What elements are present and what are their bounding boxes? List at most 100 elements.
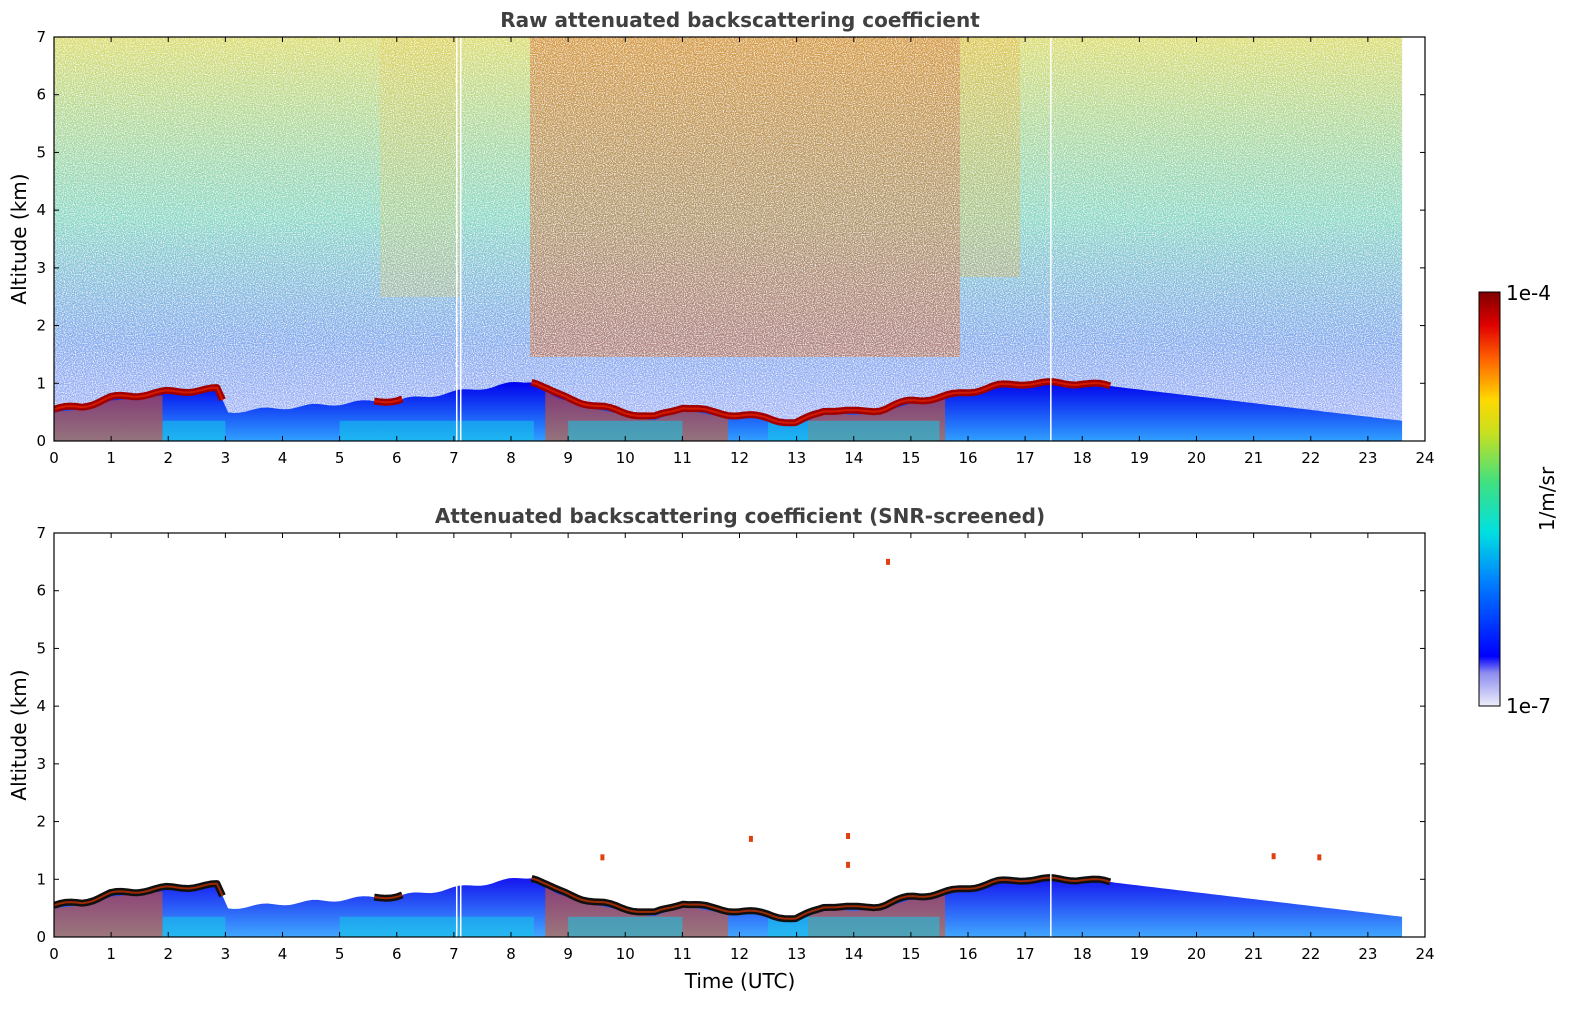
snr-screened-panel: Attenuated backscattering coefficient (S… [7,504,1435,993]
near-surface-layer [568,916,683,937]
x-axis: 0 1 2 3 4 5 6 7 8 9 10 11 12 13 14 15 16 17 18 19 20 21 22 23 24 [49,37,1435,467]
y-tick-label: 4 [36,201,46,219]
plot-area [54,533,1425,937]
x-tick-label: 18 [1073,449,1092,467]
plot-frame [53,532,1426,938]
speckle-texture [54,37,1403,441]
y-tick-label: 3 [36,755,46,773]
x-tick-label: 9 [563,449,573,467]
near-surface-layer [568,420,683,441]
y-axis: 0 1 2 3 4 5 6 7 [36,28,1425,450]
data-gaps [455,533,1425,937]
x-tick-label: 23 [1358,945,1377,963]
x-tick-label: 14 [844,945,863,963]
x-tick-label: 12 [730,449,749,467]
x-tick-label: 7 [449,449,459,467]
y-tick-label: 3 [36,259,46,277]
x-tick-label: 20 [1187,945,1206,963]
y-tick-label: 7 [36,524,46,542]
x-tick-label: 23 [1358,449,1377,467]
x-tick-label: 1 [106,945,116,963]
y-tick-label: 0 [36,432,46,450]
boundary-layer [54,874,1403,937]
colorbar-gradient [1478,291,1501,707]
y-axis-label: Altitude (km) [7,173,31,304]
near-surface-layer [768,916,940,937]
x-tick-label: 6 [392,945,402,963]
colorbar-units-label: 1/m/sr [1535,466,1559,531]
x-tick-label: 3 [221,945,231,963]
near-surface-layer [162,420,226,441]
y-tick-label: 2 [36,317,46,335]
mixed-layer-area [54,877,1403,937]
y-tick-label: 5 [36,639,46,657]
x-tick-label: 22 [1301,945,1320,963]
isolated-echo [886,558,891,565]
colorbar-max-label: 1e-4 [1506,281,1551,305]
layer-top-line-core [54,380,1111,424]
x-tick-label: 6 [392,449,402,467]
x-tick-label: 20 [1187,449,1206,467]
x-tick-label: 21 [1244,945,1263,963]
x-tick-label: 17 [1016,449,1035,467]
isolated-echoes [600,558,1322,868]
x-tick-label: 7 [449,945,459,963]
x-tick-label: 10 [616,945,635,963]
x-tick-label: 8 [506,449,516,467]
x-tick-label: 8 [506,945,516,963]
x-tick-label: 1 [106,449,116,467]
convective-column [54,891,163,937]
boundary-layer [54,378,1403,441]
chart-title: Raw attenuated backscattering coefficien… [500,8,980,32]
x-tick-label: 19 [1130,449,1149,467]
y-tick-label: 1 [36,870,46,888]
y-tick-label: 2 [36,813,46,831]
x-tick-label: 21 [1244,449,1263,467]
x-tick-label: 0 [49,449,59,467]
x-axis: 0 1 2 3 4 5 6 7 8 9 10 11 12 13 14 15 16 17 18 19 20 21 22 23 24 [49,533,1435,963]
x-tick-label: 4 [278,945,288,963]
x-tick-label: 5 [335,449,345,467]
isolated-echo [1271,853,1276,860]
near-surface-layer [162,916,226,937]
colorbar-min-label: 1e-7 [1506,694,1551,718]
layer-top-line-core [54,876,1111,920]
x-tick-label: 13 [787,945,806,963]
y-tick-label: 6 [36,86,46,104]
x-tick-label: 4 [278,449,288,467]
x-tick-label: 11 [673,945,692,963]
chart-title: Attenuated backscattering coefficient (S… [435,504,1045,528]
x-tick-label: 16 [958,945,977,963]
data-gaps [455,37,1425,441]
x-tick-label: 2 [163,449,173,467]
no-data-region [1402,533,1425,937]
isolated-echo [748,835,753,842]
isolated-echo [846,861,851,868]
x-tick-label: 11 [673,449,692,467]
x-tick-label: 18 [1073,945,1092,963]
y-tick-label: 1 [36,374,46,392]
x-tick-label: 9 [563,945,573,963]
x-tick-label: 19 [1130,945,1149,963]
x-tick-label: 24 [1415,449,1434,467]
raw-backscatter-panel: Raw attenuated backscattering coefficien… [7,8,1435,467]
isolated-echo [600,854,605,861]
x-tick-label: 0 [49,945,59,963]
y-tick-label: 5 [36,143,46,161]
colorbar: 1e-4 1e-7 1/m/sr [1478,281,1559,718]
convective-column [54,395,163,441]
x-tick-label: 15 [901,945,920,963]
y-tick-label: 0 [36,928,46,946]
y-axis: 0 1 2 3 4 5 6 7 [36,524,1425,946]
x-axis-label: Time (UTC) [684,969,796,993]
x-tick-label: 12 [730,945,749,963]
y-axis-label: Altitude (km) [7,669,31,800]
x-tick-label: 16 [958,449,977,467]
near-surface-layer [339,916,534,937]
no-data-region [1402,37,1425,441]
y-tick-label: 4 [36,697,46,715]
x-tick-label: 22 [1301,449,1320,467]
near-surface-layer [768,420,940,441]
x-tick-label: 13 [787,449,806,467]
